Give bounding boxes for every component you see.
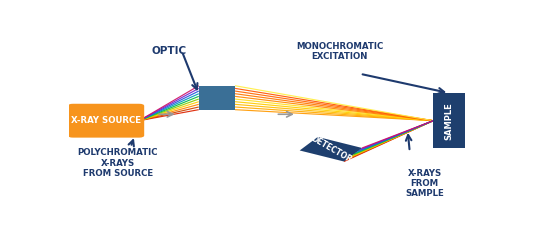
- FancyBboxPatch shape: [199, 86, 235, 110]
- Text: SAMPLE: SAMPLE: [445, 102, 454, 140]
- FancyBboxPatch shape: [68, 104, 144, 138]
- Text: X-RAY SOURCE: X-RAY SOURCE: [71, 116, 141, 125]
- Text: X-RAYS
FROM
SAMPLE: X-RAYS FROM SAMPLE: [405, 168, 444, 198]
- Text: DETECTOR: DETECTOR: [309, 134, 353, 164]
- Text: OPTIC: OPTIC: [152, 46, 187, 56]
- Text: POLYCHROMATIC
X-RAYS
FROM SOURCE: POLYCHROMATIC X-RAYS FROM SOURCE: [78, 148, 158, 178]
- FancyBboxPatch shape: [433, 93, 465, 148]
- Text: MONOCHROMATIC
EXCITATION: MONOCHROMATIC EXCITATION: [296, 42, 383, 61]
- FancyBboxPatch shape: [300, 137, 362, 162]
